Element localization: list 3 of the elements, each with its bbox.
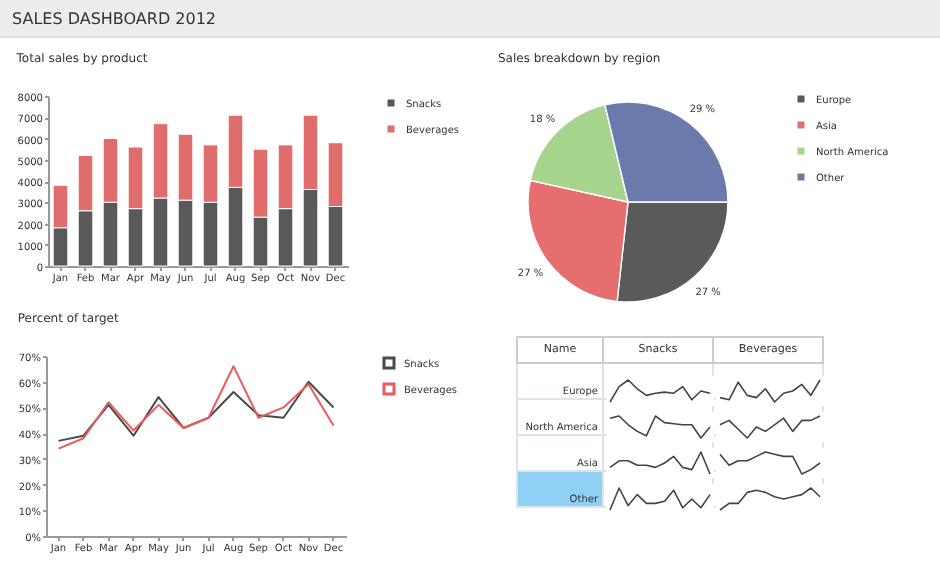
line-series — [57, 380, 335, 442]
line-series — [57, 365, 335, 450]
text: SALES DASHBOARD 2012 — [0, 0, 940, 38]
